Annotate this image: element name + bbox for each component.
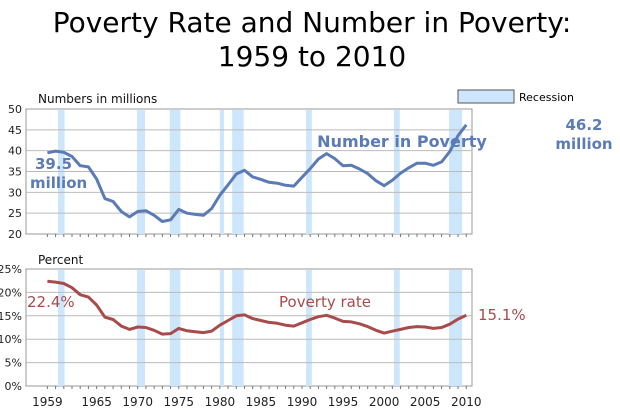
chart-title-line2: 1959 to 2010 xyxy=(218,40,406,73)
series-line xyxy=(47,279,467,336)
x-tick-label: 1975 xyxy=(164,395,195,409)
recession-band xyxy=(449,270,463,386)
y-tick-label: 50 xyxy=(8,103,22,116)
x-tick-label: 2010 xyxy=(451,395,482,409)
chart-title-line1: Poverty Rate and Number in Poverty: xyxy=(53,6,572,39)
y-tick-label: 25% xyxy=(0,263,22,276)
series-line xyxy=(47,123,468,223)
recession-band xyxy=(219,270,224,386)
y-tick-label: 35 xyxy=(8,166,22,179)
x-tick-label: 1970 xyxy=(122,395,153,409)
y-tick-label: 30 xyxy=(8,186,22,199)
bottom-ylabel: Percent xyxy=(38,253,83,267)
end-value-number: 46.2 xyxy=(565,116,602,134)
recession-band xyxy=(393,270,400,386)
x-tick-label: 1995 xyxy=(328,395,359,409)
y-tick-label: 45 xyxy=(8,124,22,137)
y-tick-label: 15% xyxy=(0,310,22,323)
poverty-rate-panel: 0% 5% 10% 15% 20% 25% 1959 1965 1970 1975 1980 1985… xyxy=(0,263,482,409)
start-value-number: 39.5 xyxy=(35,155,72,173)
top-ylabel: Numbers in millions xyxy=(38,92,157,106)
start-unit-number: million xyxy=(30,174,87,192)
x-tick-label: 2005 xyxy=(410,395,441,409)
start-value-rate: 22.4% xyxy=(27,293,75,311)
legend-recession-swatch xyxy=(457,89,515,104)
x-tick-label: 1985 xyxy=(246,395,277,409)
series-label-rate: Poverty rate xyxy=(279,293,371,311)
x-tick-label: 1990 xyxy=(287,395,318,409)
x-tick-label: 1959 xyxy=(32,395,63,409)
x-tick-label: 2000 xyxy=(369,395,400,409)
number-in-poverty-panel: 20 25 30 35 40 45 50 xyxy=(8,103,473,241)
y-tick-label: 10% xyxy=(0,333,22,346)
y-tick-label: 25 xyxy=(8,207,22,220)
y-tick-label: 5% xyxy=(5,357,22,370)
y-tick-label: 40 xyxy=(8,145,22,158)
x-tick-label: 1965 xyxy=(81,395,112,409)
y-tick-label: 0% xyxy=(5,380,22,393)
legend-recession-label: Recession xyxy=(519,91,574,104)
x-tick-label: 1980 xyxy=(205,395,236,409)
recession-band xyxy=(169,270,181,386)
end-unit-number: million xyxy=(555,135,612,153)
recession-band xyxy=(306,270,312,386)
end-value-rate: 15.1% xyxy=(478,306,526,324)
y-tick-label: 20 xyxy=(8,228,22,241)
legend: Recession xyxy=(457,89,574,104)
series-label-number: Number in Poverty xyxy=(317,132,487,151)
recession-band xyxy=(232,270,244,386)
recession-band xyxy=(58,270,65,386)
y-tick-label: 20% xyxy=(0,286,22,299)
